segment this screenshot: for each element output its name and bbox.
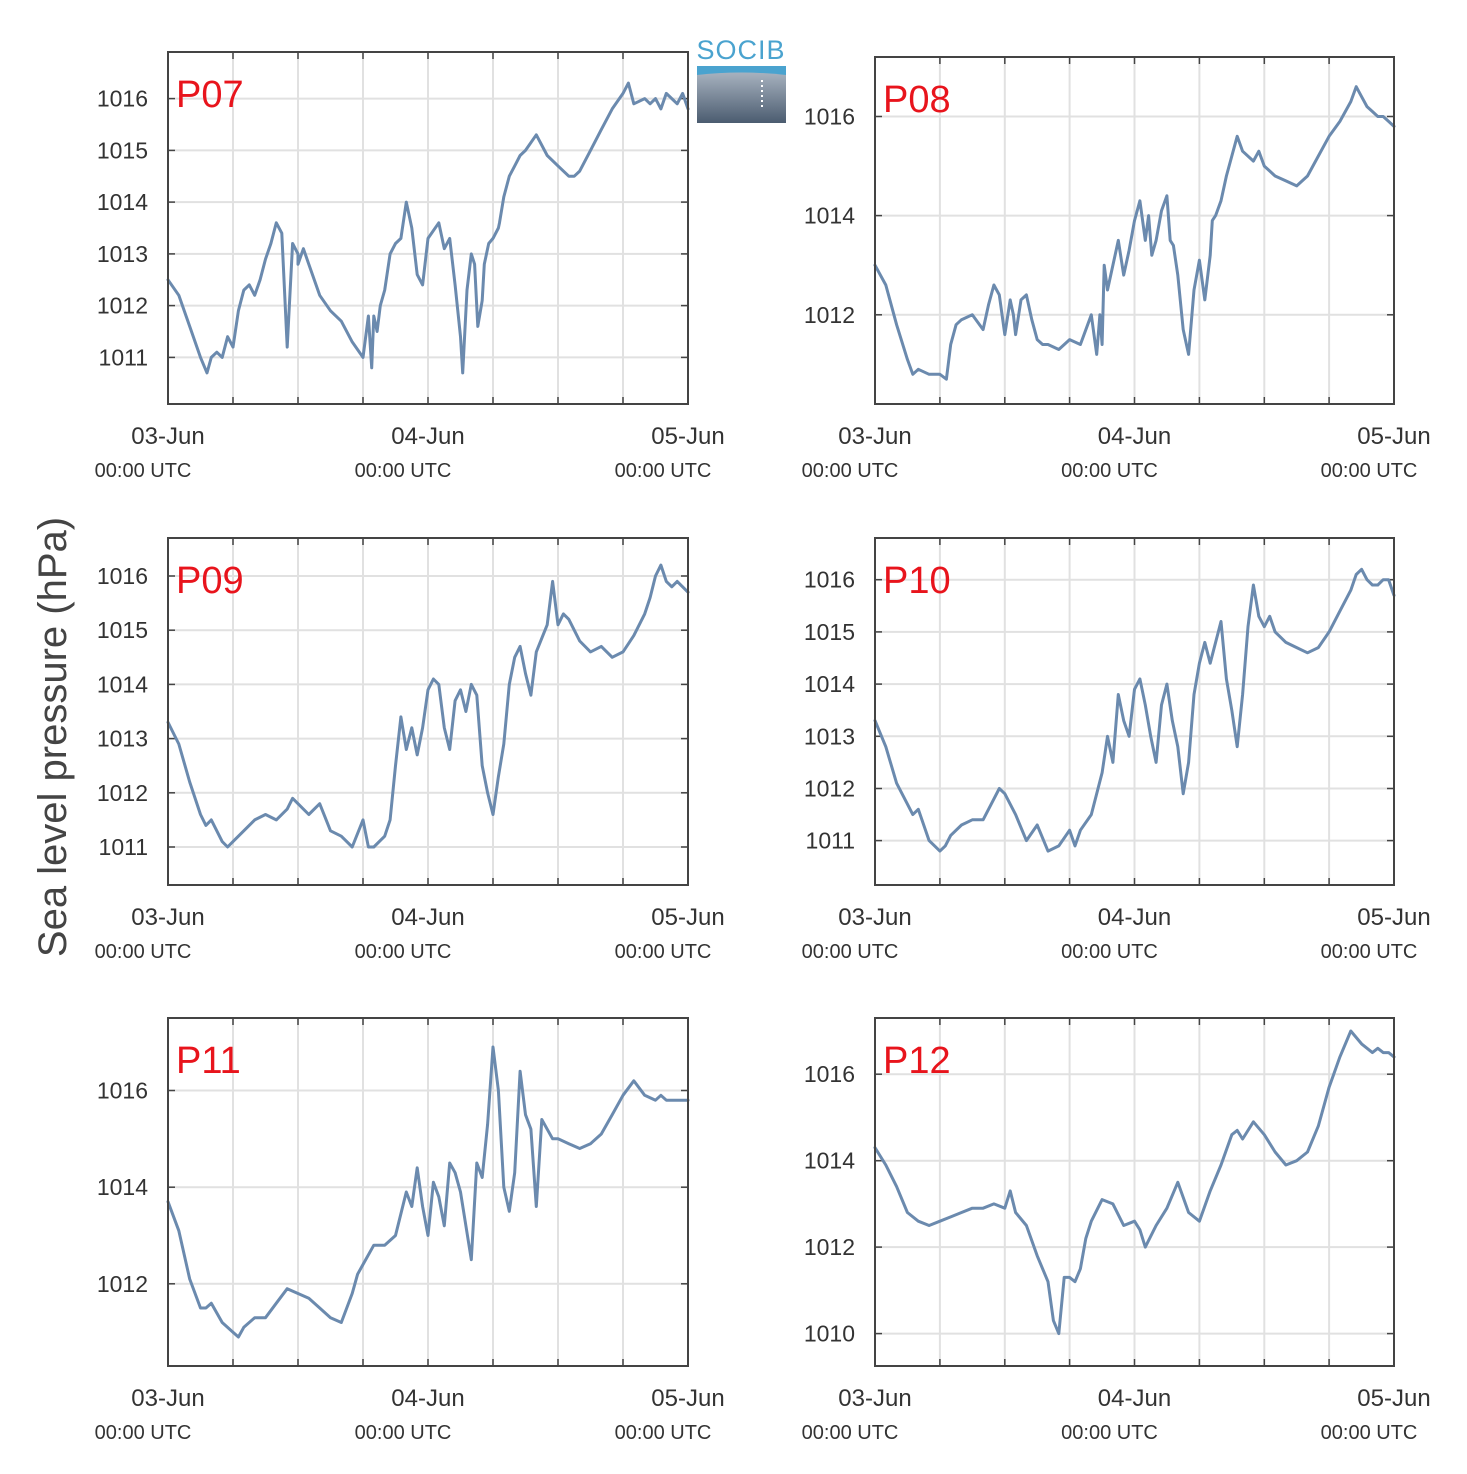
y-tick-label: 1015 bbox=[804, 619, 855, 645]
y-tick-label: 1012 bbox=[804, 302, 855, 328]
x-tick-label-date: 04-Jun bbox=[391, 423, 464, 450]
panel-p08: 1012 1014 1016 03-Jun 00:00 UTC 04-Jun 00:00 U… bbox=[802, 56, 1431, 482]
x-tick-label-date: 05-Jun bbox=[1357, 423, 1430, 450]
y-tick-label: 1014 bbox=[804, 1148, 855, 1174]
plot-frame-p10 bbox=[874, 537, 1395, 886]
plot-frame-p11 bbox=[167, 1017, 689, 1367]
socib-logo: SOCIB bbox=[696, 35, 786, 123]
panel-label-p10: P10 bbox=[883, 560, 951, 602]
x-tick-label-time: 00:00 UTC bbox=[1061, 941, 1158, 963]
x-tick-label-date: 05-Jun bbox=[651, 904, 724, 931]
y-tick-label: 1010 bbox=[804, 1321, 855, 1347]
y-tick-label: 1012 bbox=[97, 1271, 148, 1297]
y-tick-label: 1011 bbox=[99, 344, 148, 370]
series-line-p10 bbox=[873, 567, 1396, 853]
x-tick-label-time: 00:00 UTC bbox=[1321, 1422, 1418, 1444]
y-tick-label: 1012 bbox=[804, 776, 855, 802]
x-tick-label-time: 00:00 UTC bbox=[95, 460, 192, 482]
y-tick-label: 1016 bbox=[804, 567, 855, 593]
panel-p09: 1011 1012 1013 1014 1015 1016 03-Jun 00:00 UTC 0… bbox=[95, 537, 725, 963]
y-tick-label: 1011 bbox=[806, 828, 855, 854]
plot-frame-p12 bbox=[874, 1017, 1395, 1367]
y-tick-label: 1016 bbox=[804, 1061, 855, 1087]
socib-logo-text: SOCIB bbox=[696, 35, 785, 65]
x-tick-label-time: 00:00 UTC bbox=[1061, 1422, 1158, 1444]
x-tick-label-date: 05-Jun bbox=[651, 423, 724, 450]
panel-label-p08: P08 bbox=[883, 79, 951, 121]
y-tick-label: 1013 bbox=[804, 723, 855, 749]
y-tick-label: 1012 bbox=[804, 1234, 855, 1260]
x-tick-label-time: 00:00 UTC bbox=[1061, 460, 1158, 482]
x-tick-label-time: 00:00 UTC bbox=[95, 1422, 192, 1444]
x-tick-label-time: 00:00 UTC bbox=[1321, 460, 1418, 482]
x-tick-label-time: 00:00 UTC bbox=[615, 941, 712, 963]
panel-p10: 1011 1012 1013 1014 1015 1016 03-Jun 00:00 UTC 0… bbox=[802, 537, 1431, 963]
x-tick-label-time: 00:00 UTC bbox=[802, 941, 899, 963]
y-axis-label: Sea level pressure (hPa) bbox=[31, 517, 75, 957]
x-tick-label-date: 04-Jun bbox=[1098, 1385, 1171, 1412]
panel-p11: 1012 1014 1016 03-Jun 00:00 UTC 04-Jun 00:00 U… bbox=[95, 1017, 725, 1444]
x-tick-label-date: 05-Jun bbox=[651, 1385, 724, 1412]
x-tick-label-date: 03-Jun bbox=[131, 904, 204, 931]
x-tick-label-time: 00:00 UTC bbox=[95, 941, 192, 963]
y-tick-label: 1013 bbox=[97, 241, 148, 267]
x-tick-label-date: 04-Jun bbox=[391, 904, 464, 931]
x-tick-label-time: 00:00 UTC bbox=[355, 1422, 452, 1444]
series-line-p08 bbox=[873, 85, 1396, 381]
y-tick-label: 1015 bbox=[97, 617, 148, 643]
panel-label-p11: P11 bbox=[176, 1040, 241, 1082]
y-tick-label: 1012 bbox=[97, 293, 148, 319]
series-line-p09 bbox=[166, 563, 690, 849]
x-tick-label-time: 00:00 UTC bbox=[615, 460, 712, 482]
y-tick-label: 1012 bbox=[97, 780, 148, 806]
x-tick-label-date: 05-Jun bbox=[1357, 904, 1430, 931]
x-tick-label-time: 00:00 UTC bbox=[802, 1422, 899, 1444]
y-tick-label: 1016 bbox=[97, 86, 148, 112]
series-line-p07 bbox=[166, 81, 690, 375]
x-tick-label-time: 00:00 UTC bbox=[1321, 941, 1418, 963]
y-tick-label: 1014 bbox=[97, 189, 148, 215]
x-tick-label-time: 00:00 UTC bbox=[355, 941, 452, 963]
series-line-p11 bbox=[166, 1045, 690, 1339]
x-tick-label-date: 04-Jun bbox=[391, 1385, 464, 1412]
y-tick-label: 1014 bbox=[97, 671, 148, 697]
y-tick-label: 1011 bbox=[99, 834, 148, 860]
x-tick-label-time: 00:00 UTC bbox=[802, 460, 899, 482]
y-tick-label: 1014 bbox=[804, 203, 855, 229]
x-tick-label-date: 03-Jun bbox=[131, 1385, 204, 1412]
y-tick-label: 1015 bbox=[97, 137, 148, 163]
y-tick-label: 1016 bbox=[804, 104, 855, 130]
y-tick-label: 1013 bbox=[97, 726, 148, 752]
y-tick-label: 1016 bbox=[97, 563, 148, 589]
panel-p07: 1011 1012 1013 1014 1015 1016 03-Jun 00:00 UTC 0… bbox=[95, 51, 725, 482]
panel-p12: 1010 1012 1014 1016 03-Jun 00:00 UTC 04-Jun 00:… bbox=[802, 1017, 1431, 1444]
x-tick-label-date: 03-Jun bbox=[838, 904, 911, 931]
x-tick-label-time: 00:00 UTC bbox=[615, 1422, 712, 1444]
plot-frame-p08 bbox=[874, 56, 1395, 405]
panel-label-p07: P07 bbox=[176, 74, 244, 116]
panel-label-p12: P12 bbox=[883, 1040, 951, 1082]
x-tick-label-date: 03-Jun bbox=[838, 423, 911, 450]
x-tick-label-date: 03-Jun bbox=[131, 423, 204, 450]
panel-label-p09: P09 bbox=[176, 560, 244, 602]
plot-frame-p07 bbox=[167, 51, 689, 405]
x-tick-label-date: 04-Jun bbox=[1098, 423, 1171, 450]
plot-frame-p09 bbox=[167, 537, 689, 886]
y-tick-label: 1014 bbox=[97, 1174, 148, 1200]
x-tick-label-time: 00:00 UTC bbox=[355, 460, 452, 482]
x-tick-label-date: 05-Jun bbox=[1357, 1385, 1430, 1412]
y-tick-label: 1014 bbox=[804, 671, 855, 697]
x-tick-label-date: 04-Jun bbox=[1098, 904, 1171, 931]
y-tick-label: 1016 bbox=[97, 1078, 148, 1104]
series-line-p12 bbox=[873, 1029, 1396, 1336]
x-tick-label-date: 03-Jun bbox=[838, 1385, 911, 1412]
